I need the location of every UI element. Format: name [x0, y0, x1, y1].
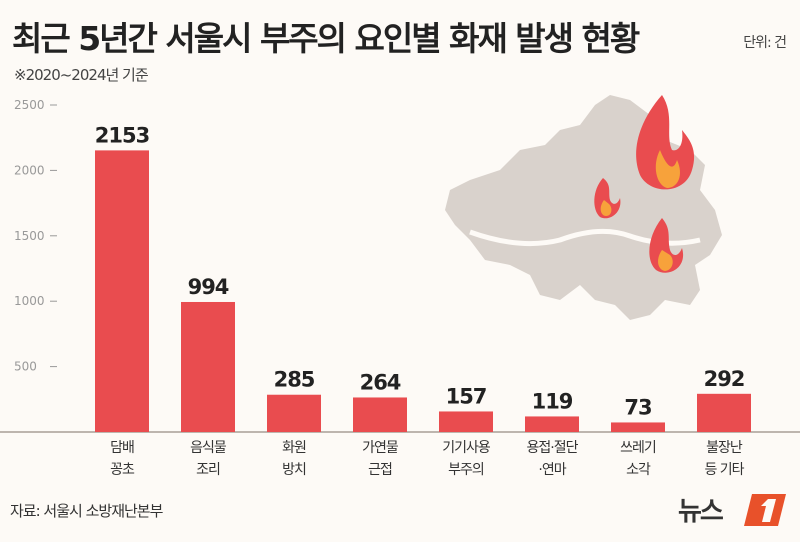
- source-note: 자료: 서울시 소방재난본부: [10, 502, 163, 520]
- x-tick-label: 음식물: [190, 440, 227, 456]
- data-label: 73: [624, 395, 651, 419]
- y-tick-label: 500: [14, 360, 37, 374]
- x-tick-label: 꽁초: [110, 462, 135, 478]
- bar: [267, 394, 321, 432]
- svg-text:뉴스: 뉴스: [678, 497, 724, 527]
- data-label: 2153: [95, 123, 149, 147]
- x-tick-label: 쓰레기: [620, 440, 656, 456]
- fire-icon: [649, 218, 684, 273]
- y-tick-label: 2000: [14, 163, 45, 177]
- y-tick-label: 1000: [14, 294, 45, 308]
- bar: [439, 411, 493, 432]
- chart-title: 최근 5년간 서울시 부주의 요인별 화재 발생 현황: [12, 19, 640, 58]
- x-tick-label: 용접·절단: [527, 440, 579, 456]
- bar: [95, 150, 149, 432]
- x-tick-label: 등 기타: [704, 462, 744, 478]
- data-label: 994: [188, 275, 229, 299]
- y-tick-label: 1500: [14, 229, 45, 243]
- fire-icon: [594, 178, 621, 219]
- data-label: 292: [704, 367, 745, 391]
- chart-subtitle: ※2020~2024년 기준: [14, 66, 149, 84]
- bar: [525, 416, 579, 432]
- news1-logo: 뉴스: [678, 490, 790, 534]
- bar: [353, 397, 407, 432]
- x-tick-label: 방치: [282, 462, 306, 478]
- y-axis: 500 1000 1500 2000 2500: [14, 98, 57, 374]
- y-tick-label: 2500: [14, 98, 45, 112]
- seoul-map-illustration: [445, 95, 722, 320]
- x-tick-label: 근접: [368, 462, 392, 478]
- data-label: 285: [274, 368, 315, 392]
- data-label: 119: [532, 389, 573, 413]
- x-tick-label: 가연물: [362, 440, 399, 456]
- x-tick-label: 조리: [196, 462, 220, 478]
- data-label: 157: [446, 384, 487, 408]
- x-tick-label: 불장난: [706, 440, 743, 456]
- x-tick-label: ·연마: [538, 462, 566, 478]
- x-tick-label: 부주의: [448, 462, 484, 478]
- data-label: 264: [360, 370, 401, 394]
- x-tick-label: 소각: [626, 462, 651, 478]
- bar: [611, 422, 665, 432]
- unit-label: 단위: 건: [743, 35, 787, 51]
- x-tick-label: 화원: [282, 440, 306, 456]
- x-tick-label: 기기사용: [442, 440, 491, 456]
- seoul-map: [445, 95, 722, 320]
- bar: [181, 301, 235, 432]
- x-tick-label: 담배: [110, 440, 134, 456]
- fire-icon: [636, 95, 695, 190]
- bar: [697, 393, 751, 432]
